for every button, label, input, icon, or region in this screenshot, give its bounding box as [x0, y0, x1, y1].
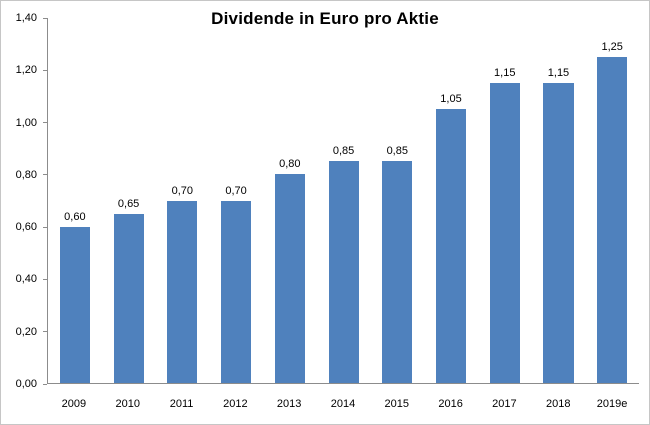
x-axis-tick-label: 2014	[330, 398, 356, 410]
bar-group-2018: 1,15	[532, 18, 586, 383]
y-axis-tick-label: 1,00	[15, 116, 37, 129]
y-axis-tick-mark	[43, 174, 47, 176]
bar-value-label: 1,15	[547, 67, 570, 80]
y-axis-tick-label: 0,00	[15, 378, 37, 390]
y-axis-tick-mark	[43, 226, 47, 228]
y-axis-tick-label: 1,20	[15, 64, 37, 77]
y-axis-tick-mark	[43, 331, 47, 333]
bar-value-label: 0,70	[225, 184, 247, 197]
y-axis-tick-mark	[43, 122, 47, 124]
bar-value-label: 0,85	[332, 145, 355, 158]
bar-group-2010: 0,65	[102, 18, 156, 383]
x-axis-tick-label: 2009	[61, 398, 87, 410]
bar-group-2013: 0,80	[263, 18, 317, 383]
x-axis-tick-label: 2018	[545, 398, 571, 410]
y-axis-tick-label: 0,80	[15, 168, 37, 181]
bar-group-2019e: 1,25	[585, 18, 639, 383]
plot-area: 0,60 0,65 0,70 0,70 0,80 0,85 0,85 1,05 1,15 1,15…	[47, 18, 639, 384]
x-axis-tick-label: 2013	[276, 398, 302, 410]
bar-value-label: 0,65	[117, 197, 140, 210]
x-axis-tick-label: 2012	[223, 398, 248, 410]
y-axis-tick-mark	[43, 278, 47, 280]
bar	[489, 83, 520, 383]
bar-value-label: 1,25	[601, 41, 623, 54]
y-axis-tick-label: 0,60	[15, 221, 37, 234]
x-axis-tick-label: 2016	[438, 398, 463, 410]
bar	[597, 57, 628, 383]
bar-group-2011: 0,70	[155, 18, 209, 383]
bar-group-2016: 1,05	[424, 18, 478, 383]
x-axis-tick-label: 2010	[115, 398, 140, 410]
x-axis-tick-label: 2015	[384, 398, 410, 410]
y-axis-tick-mark	[43, 69, 47, 71]
bar-group-2009: 0,60	[48, 18, 102, 383]
bar	[382, 161, 413, 383]
bar-value-label: 0,60	[64, 210, 86, 223]
chart-title: Dividende in Euro pro Aktie	[211, 9, 439, 28]
bar-value-label: 1,15	[494, 67, 516, 80]
bar-value-label: 0,70	[171, 184, 194, 197]
bar-value-label: 0,85	[386, 145, 408, 158]
bar	[328, 161, 359, 383]
x-axis: 2009 2010 2011 2012 2013 2014 2015 2016 2017 2018…	[47, 392, 639, 412]
y-axis-tick-mark	[43, 17, 47, 19]
y-axis-tick-label: 0,20	[15, 325, 37, 338]
bar-value-label: 1,05	[440, 93, 462, 106]
bar-group-2014: 0,85	[317, 18, 371, 383]
x-axis-tick-label: 2011	[169, 398, 194, 410]
y-axis-tick-mark	[43, 383, 47, 385]
y-axis-tick-label: 1,40	[15, 12, 37, 24]
x-axis-tick-label: 2017	[492, 398, 517, 410]
bar	[543, 83, 574, 383]
bar	[435, 109, 467, 383]
bar-value-label: 0,80	[279, 158, 301, 171]
bar	[113, 213, 144, 383]
bar	[274, 174, 305, 383]
bar-group-2017: 1,15	[478, 18, 532, 383]
x-axis-tick-label: 2019e	[596, 398, 628, 410]
bar	[59, 226, 90, 383]
bar-group-2012: 0,70	[209, 18, 263, 383]
bar	[167, 200, 198, 383]
y-axis-tick-label: 0,40	[15, 273, 37, 286]
bar-group-2015: 0,85	[370, 18, 424, 383]
bar	[221, 200, 252, 383]
y-axis: 0,00 0,20 0,40 0,60 0,80 1,00 1,20 1,40	[1, 12, 47, 390]
